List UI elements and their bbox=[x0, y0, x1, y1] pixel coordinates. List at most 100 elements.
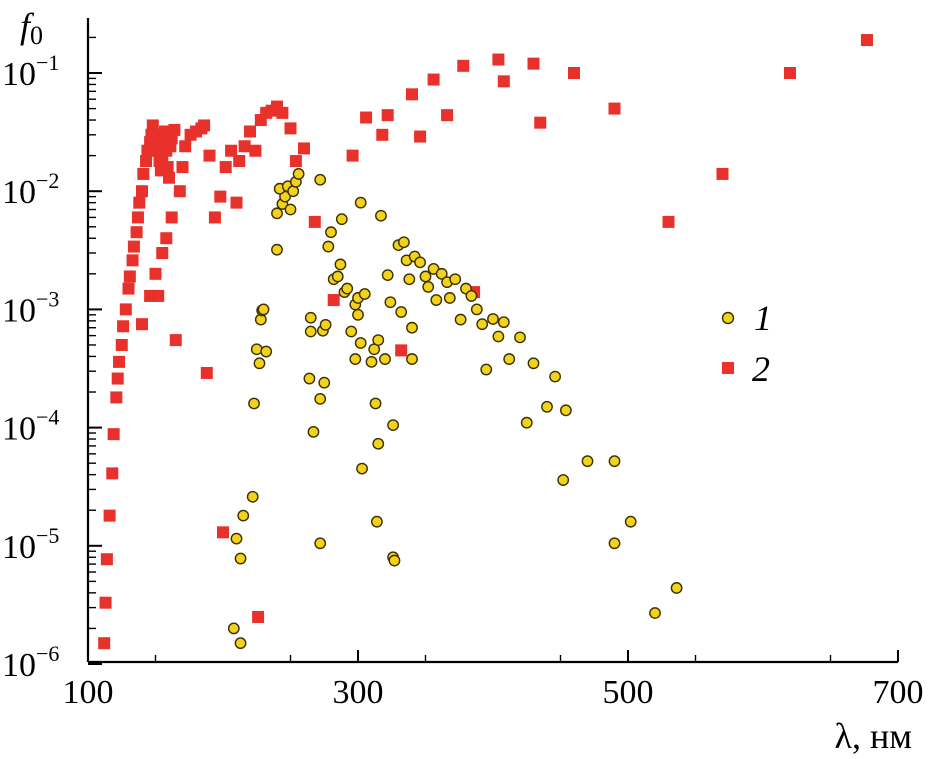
series-1-point bbox=[520, 416, 533, 429]
series-1-point bbox=[406, 321, 418, 334]
series-1-point bbox=[465, 290, 478, 302]
series-1-point bbox=[381, 269, 394, 282]
series-1-point bbox=[414, 256, 426, 269]
series-2-point bbox=[152, 289, 165, 302]
series-2-point bbox=[136, 185, 148, 198]
series-1-point bbox=[246, 490, 259, 503]
series-2-point bbox=[534, 116, 547, 129]
series-1-point bbox=[497, 316, 510, 329]
series-2-point bbox=[360, 111, 373, 124]
series-1-point bbox=[388, 554, 401, 567]
series-1-point bbox=[419, 270, 432, 283]
x-tick-label: 300 bbox=[333, 674, 384, 711]
x-tick-label: 500 bbox=[603, 674, 654, 711]
series-2-point bbox=[225, 144, 238, 157]
series-1-point bbox=[237, 509, 250, 522]
series-2-point bbox=[176, 161, 189, 174]
series-1-point bbox=[292, 168, 305, 180]
series-1-point bbox=[527, 357, 540, 370]
series-1-point bbox=[318, 376, 331, 389]
series-2-point bbox=[327, 294, 340, 307]
y-tick-label: 10−5 bbox=[2, 523, 59, 566]
series-1-point bbox=[358, 288, 371, 300]
series-1-point bbox=[314, 173, 327, 186]
series-2-point bbox=[662, 215, 675, 228]
series-1-point bbox=[443, 292, 456, 304]
series-1-point bbox=[356, 462, 368, 475]
series-2-point bbox=[860, 34, 873, 47]
series-2-point bbox=[244, 125, 256, 138]
series-2-point bbox=[381, 109, 394, 122]
series-2-point bbox=[203, 149, 216, 162]
series-2-point bbox=[169, 334, 182, 347]
series-1-point bbox=[476, 318, 489, 331]
series-1-point bbox=[271, 207, 283, 220]
series-1-point bbox=[271, 243, 283, 256]
series-1-point bbox=[480, 363, 493, 376]
series-2-point bbox=[119, 303, 132, 316]
series-2-point bbox=[200, 366, 213, 379]
series-2-point bbox=[126, 254, 139, 267]
legend-label-2: 2 bbox=[752, 349, 770, 389]
series-2-point bbox=[160, 232, 173, 245]
series-1-point bbox=[335, 213, 348, 226]
series-1-point bbox=[503, 353, 516, 365]
series-1-point bbox=[303, 372, 316, 385]
series-2-point bbox=[173, 185, 186, 198]
legend-marker-circle bbox=[721, 311, 735, 325]
series-1-point bbox=[435, 267, 448, 280]
series-2-point bbox=[208, 211, 221, 224]
series-1-point bbox=[250, 343, 263, 356]
series-1-point bbox=[322, 240, 335, 253]
series-1-point bbox=[354, 196, 367, 209]
series-2-point bbox=[99, 596, 112, 609]
series-2-point bbox=[427, 73, 440, 86]
series-2-point bbox=[233, 155, 246, 168]
legend-label-1: 1 bbox=[754, 298, 772, 338]
data-marks bbox=[98, 34, 873, 650]
y-tick-label: 10−2 bbox=[2, 168, 59, 211]
series-1-point bbox=[449, 273, 462, 286]
series-1-point bbox=[331, 270, 344, 283]
series-2-point bbox=[107, 428, 120, 441]
series-2-point bbox=[130, 226, 143, 239]
series-1-point bbox=[304, 311, 317, 324]
y-tick-label: 10−3 bbox=[2, 286, 59, 329]
series-2-point bbox=[376, 128, 389, 141]
series-2-point bbox=[168, 123, 181, 136]
series-2-point bbox=[249, 144, 262, 157]
series-1-point bbox=[379, 353, 391, 365]
series-2-point bbox=[149, 267, 162, 280]
series-1-point bbox=[487, 313, 499, 325]
series-1-point bbox=[307, 425, 320, 438]
series-1-point bbox=[557, 474, 570, 486]
series-2-point bbox=[111, 372, 124, 385]
series-1-point bbox=[624, 515, 637, 528]
series-2-point bbox=[395, 344, 408, 357]
series-1-point bbox=[234, 552, 247, 565]
series-1-point bbox=[341, 282, 354, 295]
series-2-point bbox=[165, 211, 178, 224]
series-2-point bbox=[716, 167, 729, 180]
series-1-point bbox=[470, 303, 483, 316]
series-1-point bbox=[670, 582, 683, 594]
axes: 10−6 10−5 10−4 10−3 10−2 10−1 100 300 500 700 λ, н… bbox=[2, 6, 924, 756]
series-2-point bbox=[527, 57, 540, 70]
series-1-point bbox=[430, 294, 443, 306]
x-tick-label: 100 bbox=[63, 674, 114, 711]
x-axis-title: λ, нм bbox=[834, 716, 912, 756]
series-2-point bbox=[115, 338, 128, 351]
series-2-point bbox=[276, 106, 289, 119]
series-1-point bbox=[257, 303, 270, 316]
series-1-point bbox=[492, 330, 505, 343]
series-1-point bbox=[422, 281, 435, 293]
series-1-point bbox=[314, 392, 327, 405]
y-tick-label: 10−6 bbox=[2, 641, 59, 684]
series-1-point bbox=[284, 203, 297, 216]
series-1-point bbox=[387, 419, 399, 431]
series-2-point bbox=[414, 130, 427, 143]
series-1-point bbox=[541, 400, 553, 413]
series-2-point bbox=[133, 196, 146, 209]
series-1-point bbox=[375, 209, 387, 222]
series-1-point bbox=[369, 397, 382, 410]
